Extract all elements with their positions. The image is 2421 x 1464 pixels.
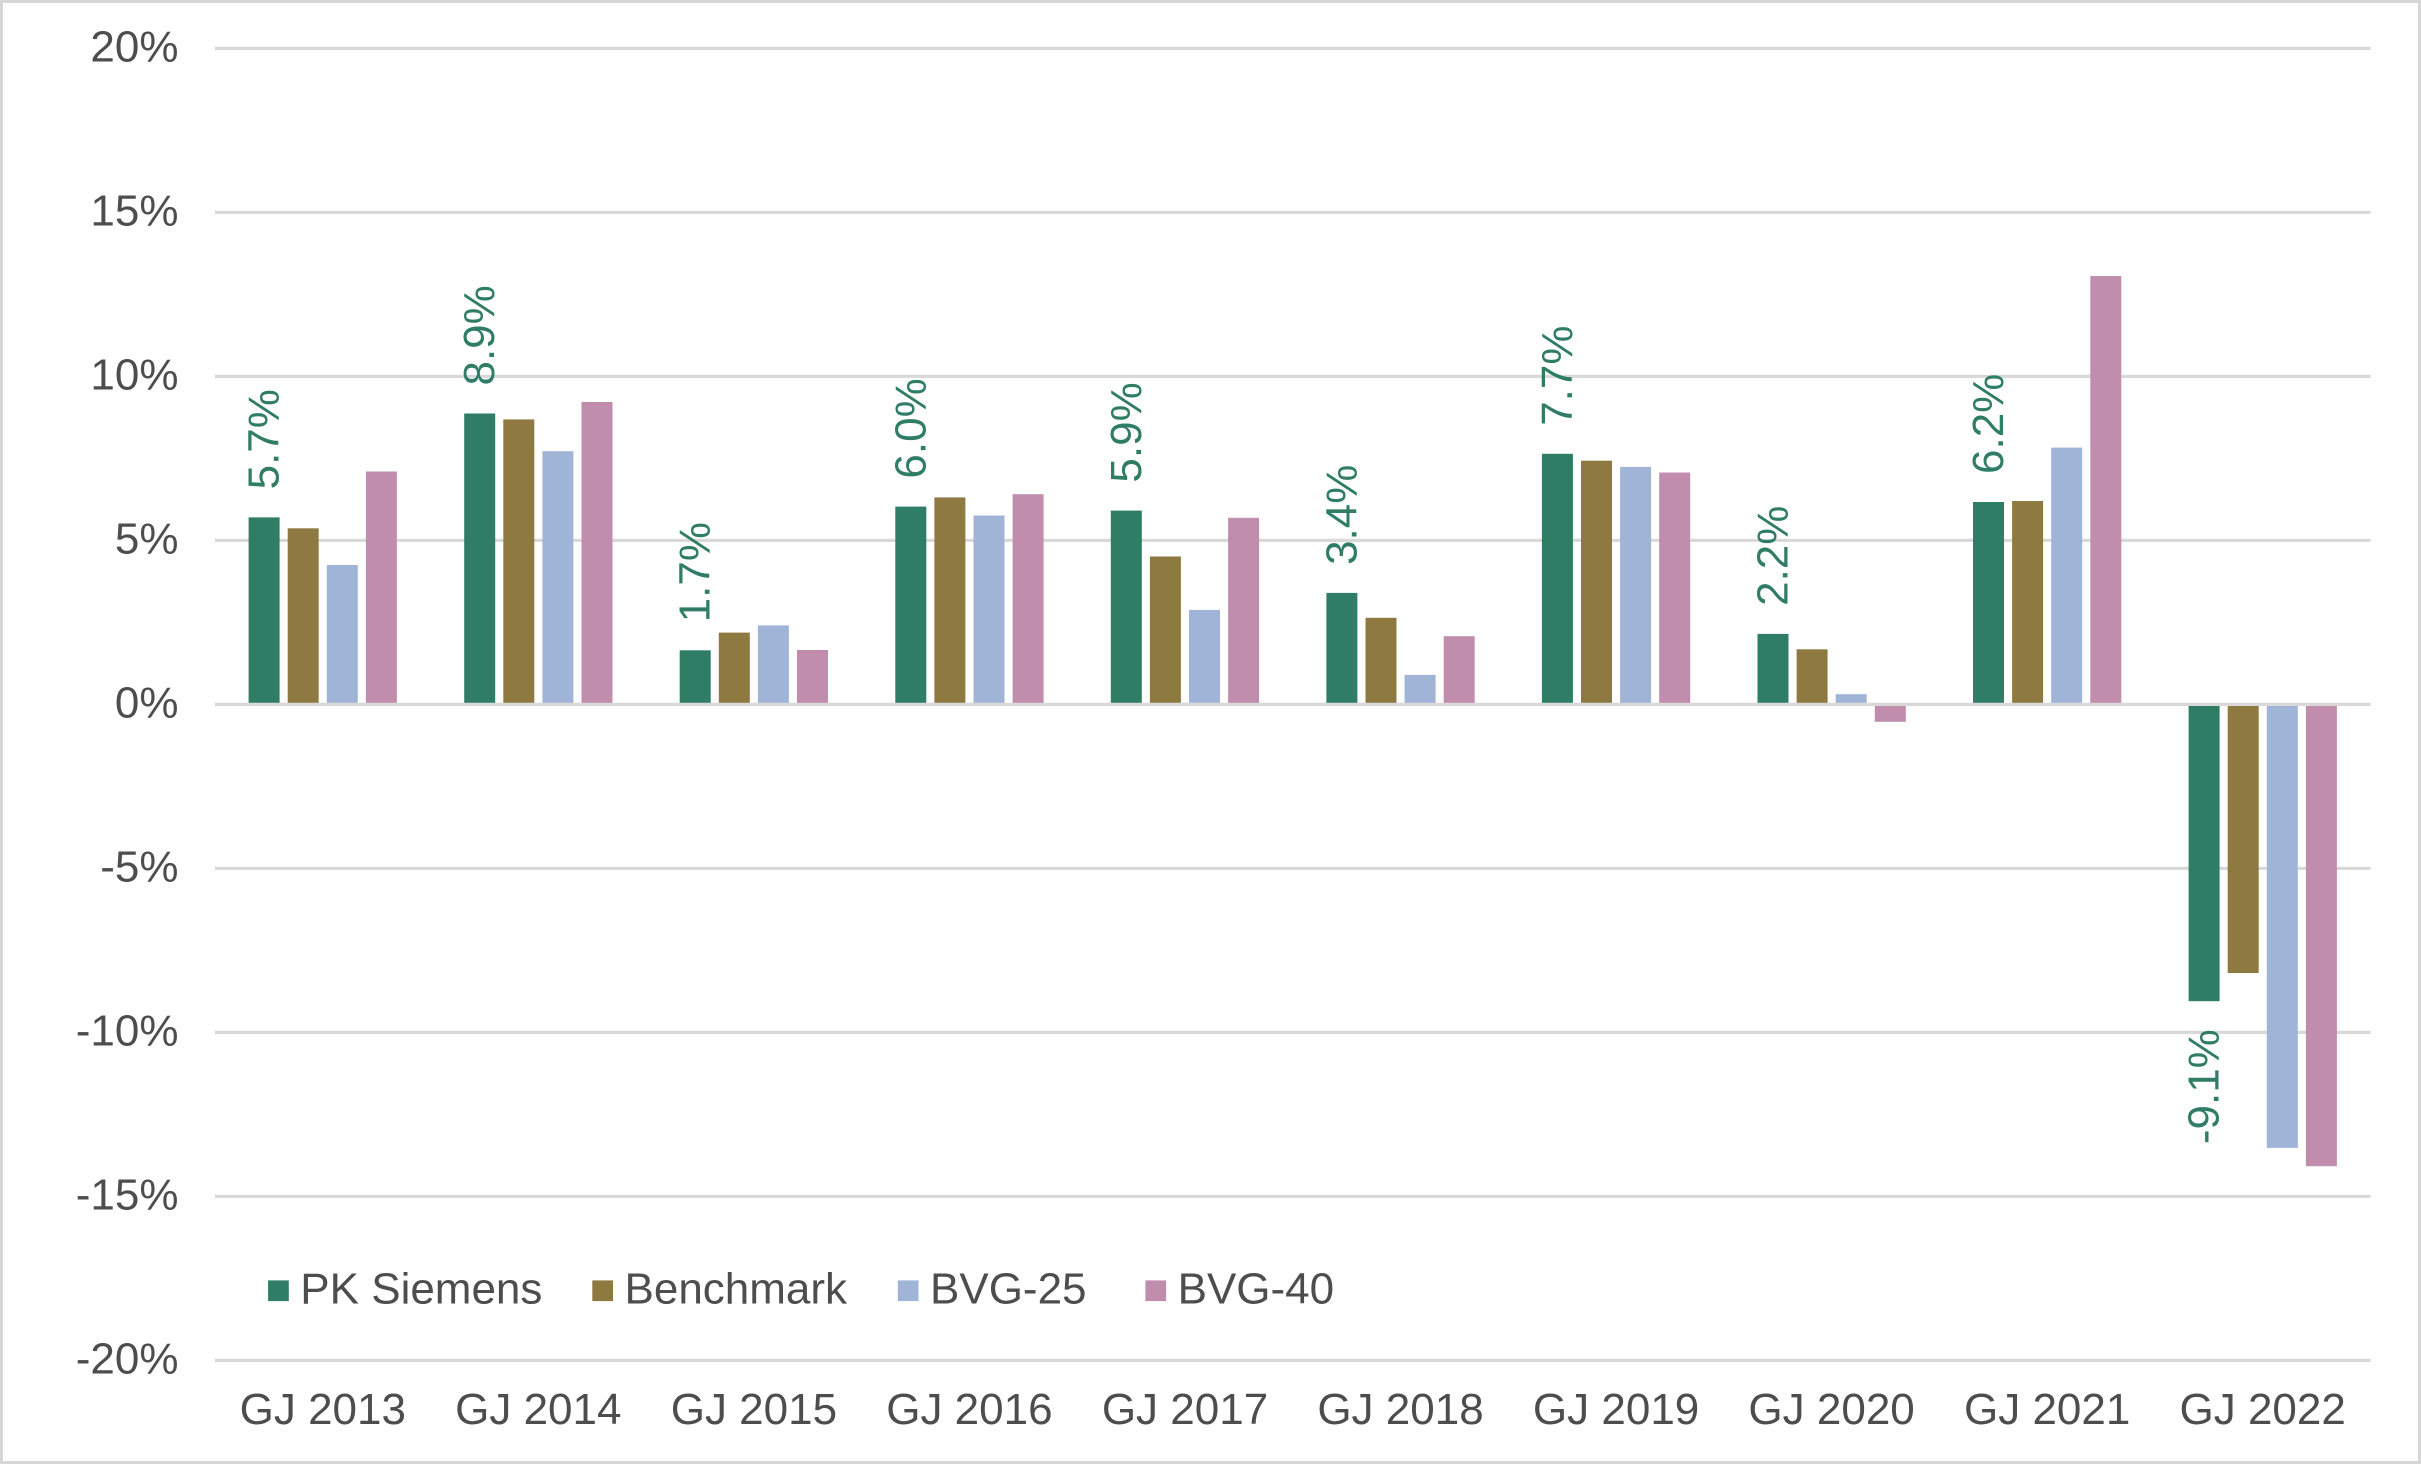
- svg-text:Benchmark: Benchmark: [625, 1265, 849, 1314]
- svg-text:6.0%: 6.0%: [886, 378, 935, 478]
- svg-text:-15%: -15%: [76, 1170, 179, 1219]
- svg-text:GJ 2022: GJ 2022: [2180, 1385, 2346, 1434]
- svg-text:BVG-40: BVG-40: [1178, 1265, 1335, 1314]
- svg-text:20%: 20%: [90, 22, 178, 71]
- svg-text:2.2%: 2.2%: [1749, 506, 1798, 606]
- svg-text:3.4%: 3.4%: [1317, 465, 1366, 565]
- svg-text:1.7%: 1.7%: [671, 522, 720, 622]
- svg-text:-20%: -20%: [76, 1334, 179, 1383]
- svg-text:10%: 10%: [90, 350, 178, 399]
- svg-text:-9.1%: -9.1%: [2180, 1029, 2229, 1144]
- svg-text:PK Siemens: PK Siemens: [300, 1265, 542, 1314]
- svg-text:GJ 2019: GJ 2019: [1533, 1385, 1699, 1434]
- svg-text:8.9%: 8.9%: [455, 285, 504, 385]
- svg-text:15%: 15%: [90, 186, 178, 235]
- svg-text:GJ 2021: GJ 2021: [1964, 1385, 2130, 1434]
- svg-text:GJ 2015: GJ 2015: [671, 1385, 837, 1434]
- svg-text:5.7%: 5.7%: [240, 389, 289, 489]
- svg-text:6.2%: 6.2%: [1964, 374, 2013, 474]
- svg-text:7.7%: 7.7%: [1533, 326, 1582, 426]
- svg-text:-10%: -10%: [76, 1006, 179, 1055]
- svg-text:GJ 2016: GJ 2016: [886, 1385, 1052, 1434]
- svg-text:GJ 2014: GJ 2014: [455, 1385, 621, 1434]
- svg-text:0%: 0%: [115, 678, 179, 727]
- svg-text:GJ 2018: GJ 2018: [1317, 1385, 1483, 1434]
- svg-text:GJ 2020: GJ 2020: [1748, 1385, 1914, 1434]
- svg-text:BVG-25: BVG-25: [930, 1265, 1087, 1314]
- svg-text:5%: 5%: [115, 514, 179, 563]
- svg-text:5.9%: 5.9%: [1102, 382, 1151, 482]
- svg-text:GJ 2013: GJ 2013: [240, 1385, 406, 1434]
- svg-text:-5%: -5%: [100, 842, 178, 891]
- svg-text:GJ 2017: GJ 2017: [1102, 1385, 1268, 1434]
